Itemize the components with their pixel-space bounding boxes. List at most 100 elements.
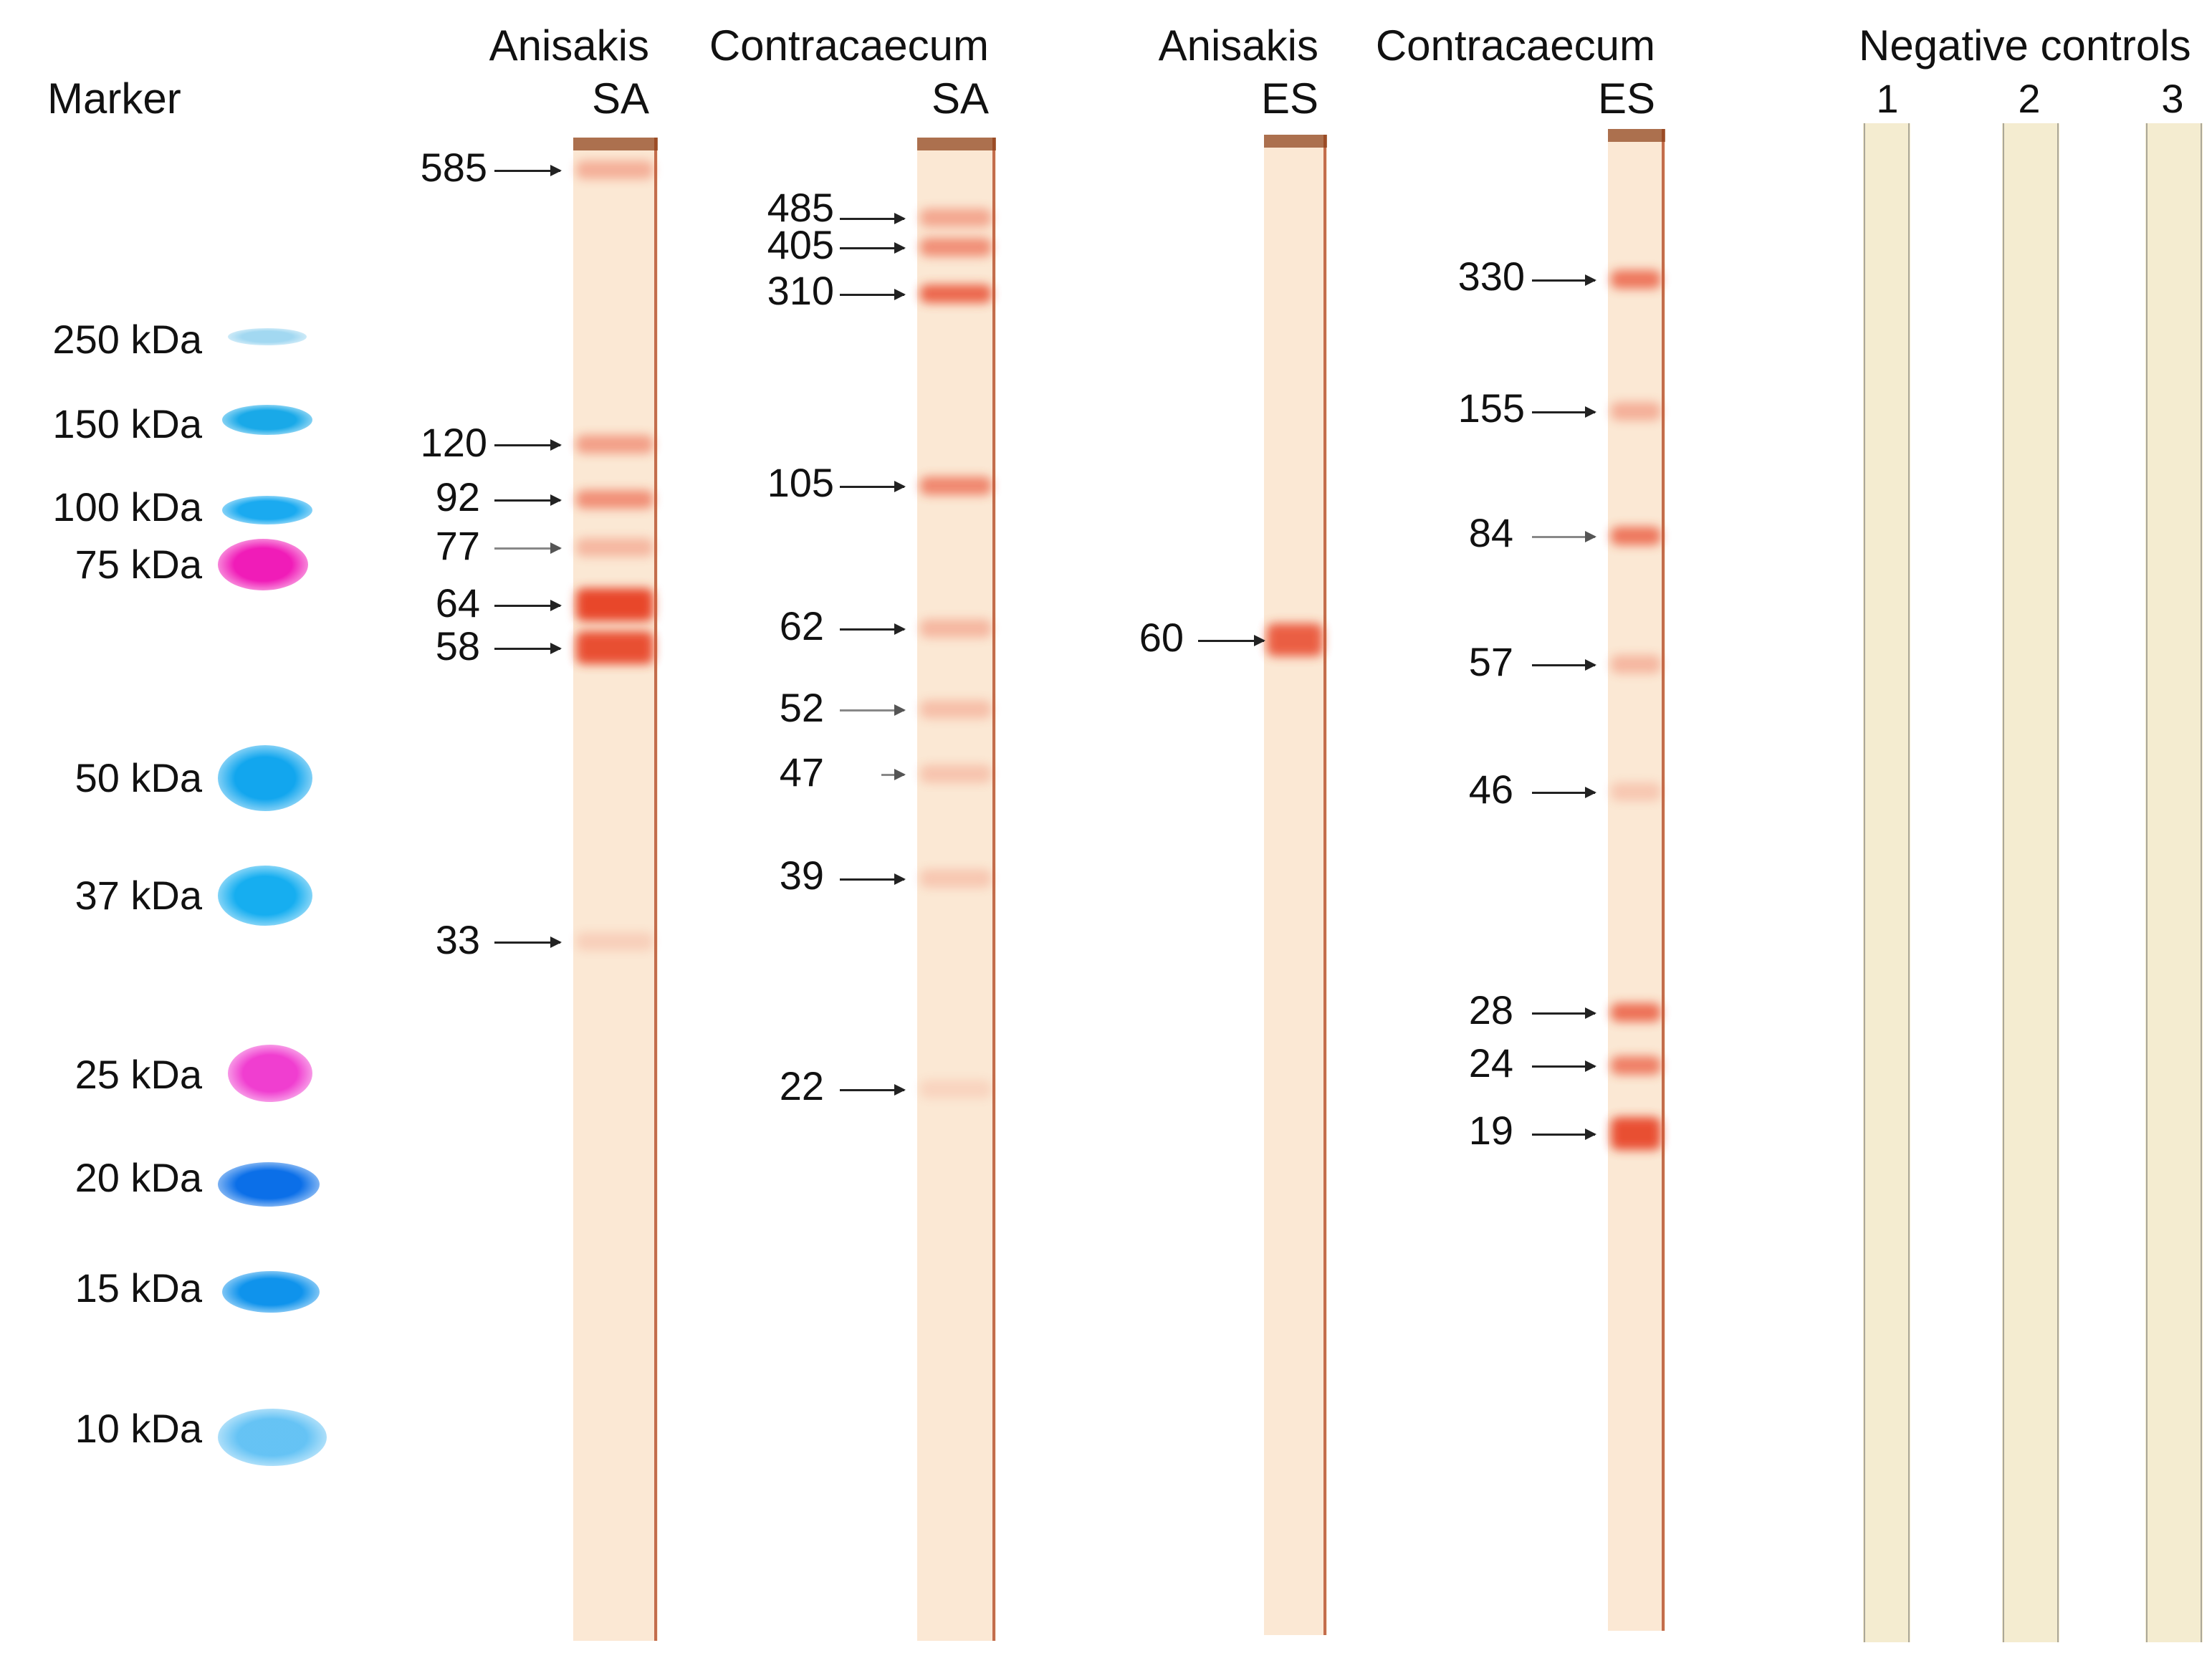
blot-strip-3-top (1264, 135, 1327, 148)
marker-label-75: 75 kDa (75, 542, 202, 587)
control-lane-2-label: 2 (2018, 76, 2041, 121)
band-19 (1611, 1117, 1661, 1150)
band-label-120: 120 (420, 420, 487, 465)
band-label-33: 33 (435, 917, 480, 962)
arrow-77 (494, 542, 562, 554)
band-330 (1611, 270, 1661, 289)
band-label-310: 310 (767, 268, 834, 313)
band-64 (576, 588, 653, 621)
marker-band-150 (222, 405, 312, 435)
band-label-84: 84 (1468, 510, 1513, 555)
band-label-47: 47 (779, 749, 824, 795)
blot-title-line1: Anisakis (1158, 21, 1318, 70)
marker-label-50: 50 kDa (75, 755, 202, 800)
control-strip-1 (1863, 123, 1910, 1642)
arrow-28 (1532, 1007, 1596, 1019)
band-label-155: 155 (1457, 385, 1525, 431)
arrow-105 (840, 481, 906, 492)
band-39 (920, 869, 992, 888)
blot-title-line2: ES (1260, 75, 1318, 123)
band-57 (1611, 655, 1661, 674)
blot-title-line2: SA (591, 75, 649, 123)
band-47 (920, 765, 992, 783)
blot-strip-1-top (573, 138, 658, 150)
band-label-92: 92 (435, 474, 480, 519)
arrow-46 (1532, 787, 1596, 798)
band-120 (576, 435, 653, 454)
arrow-57 (1532, 659, 1596, 671)
band-label-57: 57 (1468, 639, 1513, 684)
band-105 (920, 476, 992, 495)
arrow-52 (840, 704, 906, 716)
arrow-62 (840, 623, 906, 635)
blot-title-line2: ES (1597, 75, 1655, 123)
band-60 (1267, 623, 1323, 656)
band-label-39: 39 (779, 853, 824, 898)
marker-band-25 (228, 1045, 312, 1102)
marker-band-75 (218, 539, 308, 590)
strips-layer (573, 123, 2203, 1642)
marker-label-150: 150 kDa (52, 401, 202, 446)
band-label-105: 105 (767, 460, 834, 505)
band-label-46: 46 (1468, 767, 1513, 812)
marker-label-37: 37 kDa (75, 873, 202, 918)
arrow-92 (494, 494, 562, 506)
arrow-330 (1532, 274, 1596, 286)
arrow-19 (1532, 1129, 1596, 1140)
arrow-120 (494, 439, 562, 451)
band-label-52: 52 (779, 685, 824, 730)
band-155 (1611, 402, 1661, 421)
arrow-60 (1198, 635, 1265, 646)
blot-strip-1 (573, 138, 658, 1641)
band-label-58: 58 (435, 623, 480, 669)
arrow-47 (881, 769, 906, 780)
band-label-28: 28 (1468, 987, 1513, 1032)
blot-title-line1: Anisakis (489, 21, 649, 70)
band-label-330: 330 (1457, 254, 1525, 299)
band-24 (1611, 1056, 1661, 1075)
band-22 (920, 1080, 992, 1098)
arrow-39 (840, 873, 906, 885)
band-label-585: 585 (420, 145, 487, 190)
blot-strip-3 (1264, 135, 1327, 1635)
band-label-19: 19 (1468, 1108, 1513, 1153)
band-label-22: 22 (779, 1063, 824, 1108)
band-77 (576, 538, 653, 557)
control-strip-2 (2002, 123, 2059, 1642)
blot-title-line1: Contracaecum (709, 21, 989, 70)
marker-band-10 (218, 1409, 327, 1466)
arrow-155 (1532, 406, 1596, 418)
marker-title: Marker (47, 75, 181, 123)
marker-label-20: 20 kDa (75, 1155, 202, 1200)
band-label-485: 485 (767, 185, 834, 230)
marker-label-250: 250 kDa (52, 317, 202, 362)
marker-band-50 (218, 745, 312, 811)
band-62 (920, 619, 992, 638)
negative-controls-title: Negative controls (1859, 21, 2191, 70)
control-lane-1-label: 1 (1876, 76, 1899, 121)
marker-label-15: 15 kDa (75, 1265, 202, 1311)
arrow-58 (494, 643, 562, 654)
arrow-22 (840, 1084, 906, 1096)
band-585 (576, 160, 653, 179)
band-label-62: 62 (779, 603, 824, 648)
control-strip-3 (2145, 123, 2203, 1642)
band-92 (576, 490, 653, 509)
band-46 (1611, 782, 1661, 801)
band-405 (920, 238, 992, 257)
arrow-585 (494, 165, 562, 176)
band-485 (920, 209, 992, 227)
band-label-24: 24 (1468, 1040, 1513, 1086)
band-label-405: 405 (767, 222, 834, 267)
blot-title-line2: SA (931, 75, 989, 123)
marker-band-15 (222, 1271, 320, 1313)
marker-band-250 (228, 328, 307, 345)
blot-title-line1: Contracaecum (1375, 21, 1655, 70)
arrow-33 (494, 936, 562, 948)
band-label-77: 77 (435, 523, 480, 568)
marker-label-25: 25 kDa (75, 1052, 202, 1097)
blot-strip-2 (917, 138, 996, 1641)
band-84 (1611, 527, 1661, 545)
